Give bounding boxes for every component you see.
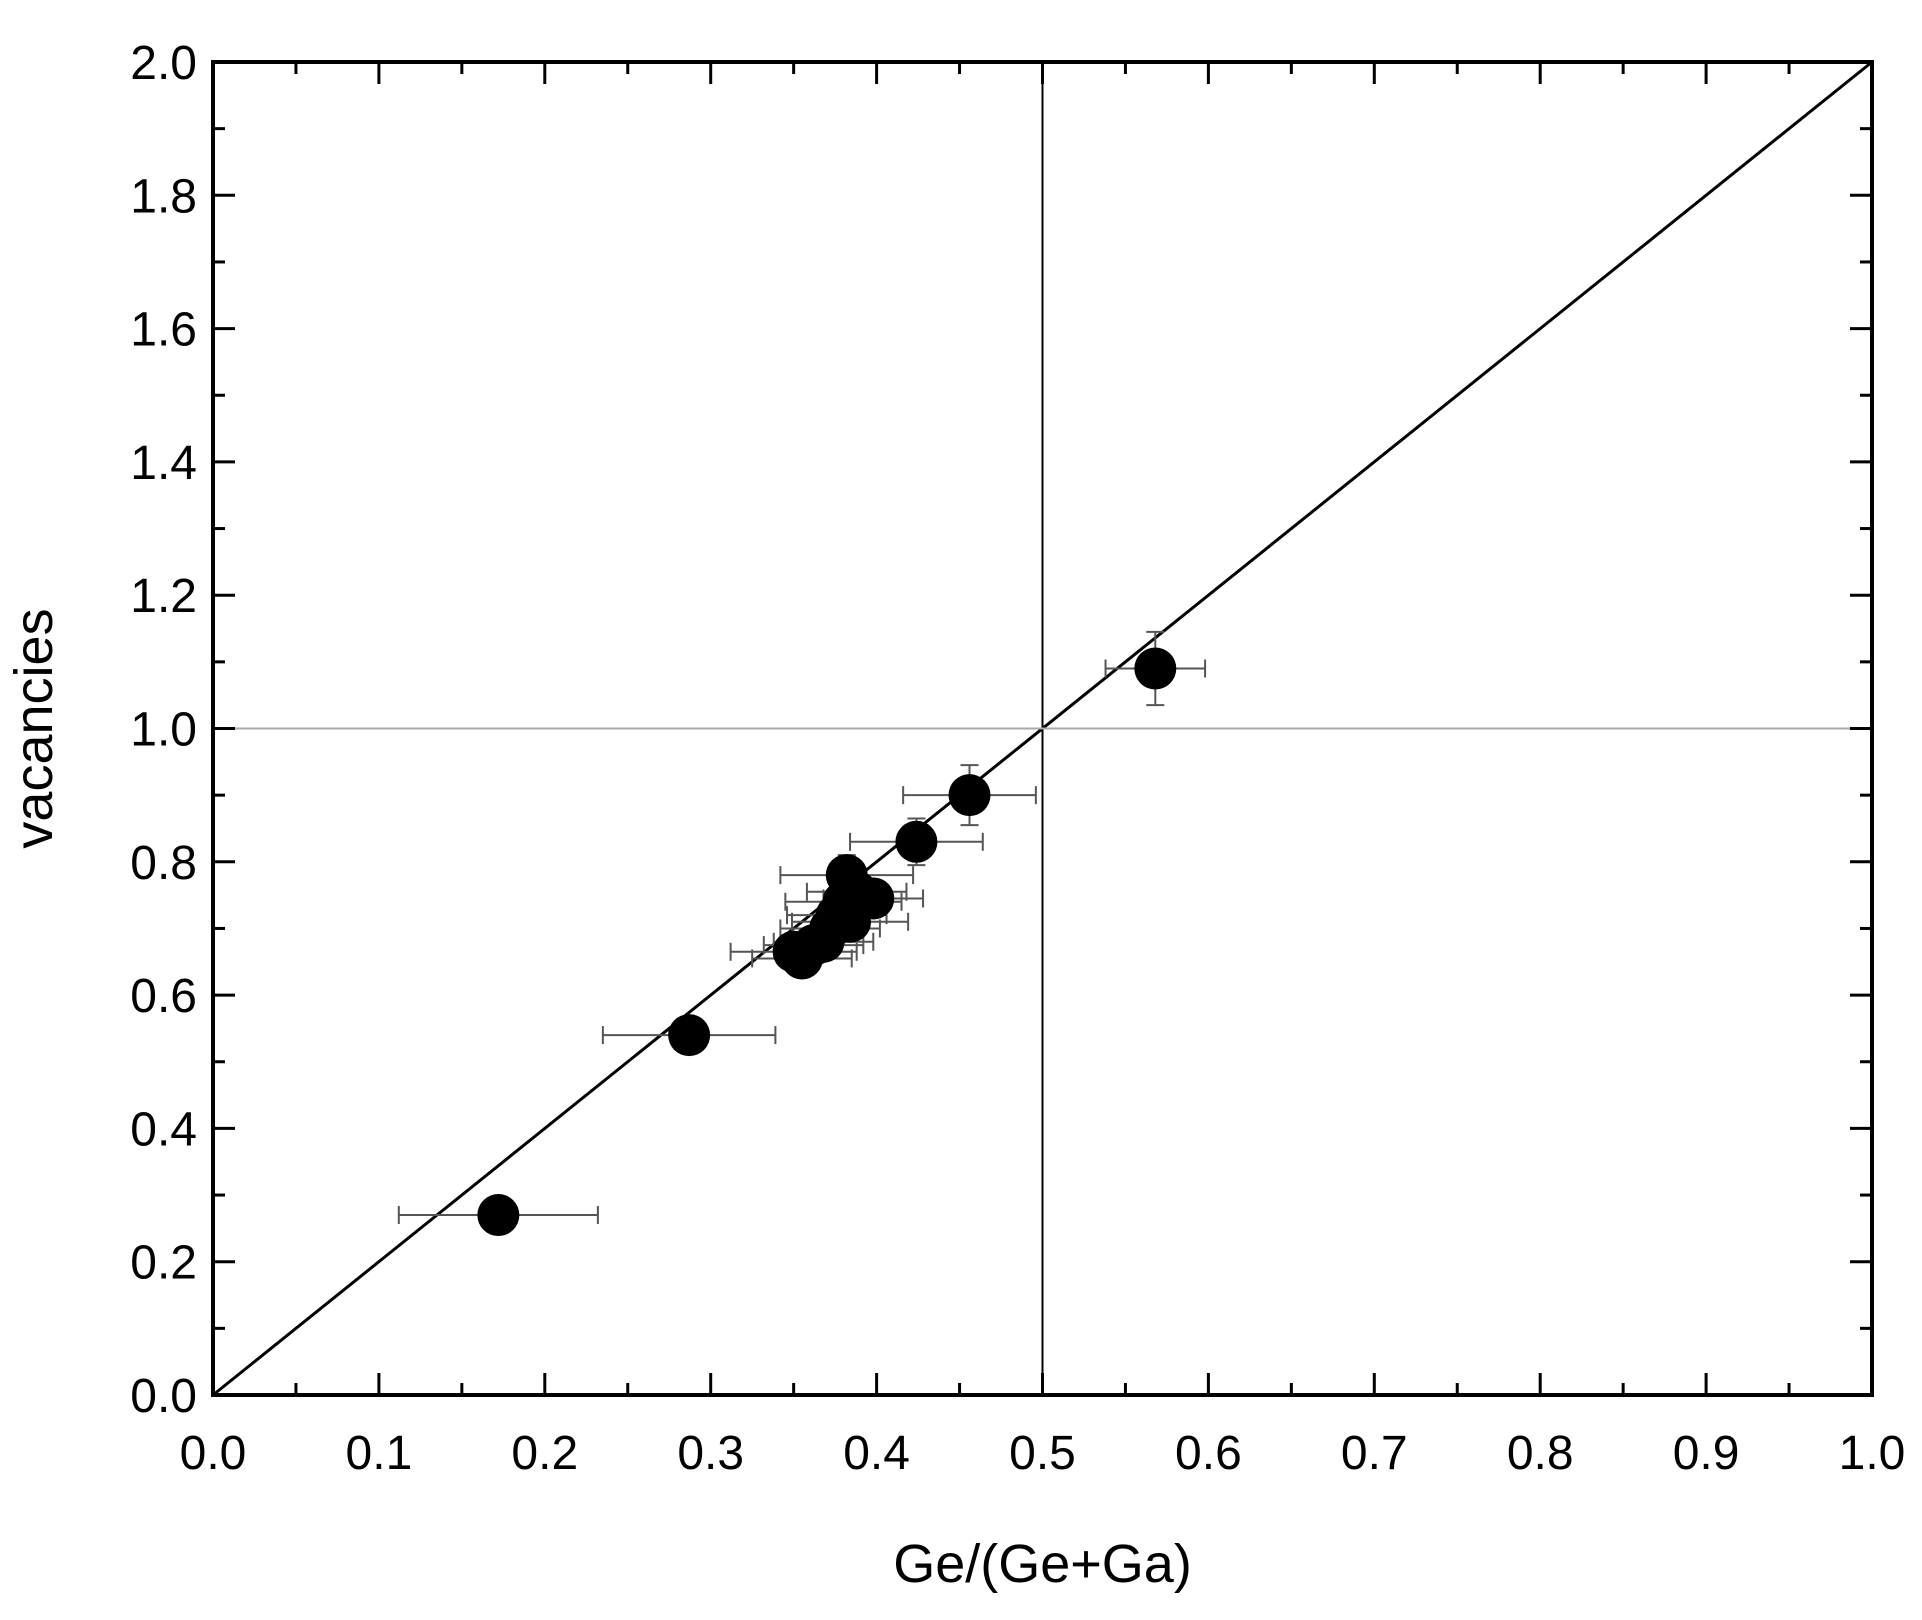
data-point (1134, 647, 1177, 690)
y-tick-label: 1.4 (130, 437, 197, 490)
y-tick-label: 0.0 (130, 1370, 197, 1423)
x-tick-label: 0.4 (843, 1427, 910, 1480)
y-axis: 0.0 0.2 0.4 0.6 0.8 1.0 1.2 1.4 1.6 1.8 2.0 (130, 37, 1872, 1423)
y-tick-label: 0.8 (130, 837, 197, 890)
data-point (895, 820, 938, 863)
reference-lines (212, 60, 1873, 1397)
data-point (852, 877, 895, 920)
x-tick-label: 0.5 (1009, 1427, 1076, 1480)
x-tick-label: 0.9 (1673, 1427, 1740, 1480)
y-tick-label: 1.2 (130, 570, 197, 623)
data-point (668, 1014, 711, 1057)
x-tick-label: 0.8 (1507, 1427, 1574, 1480)
y-tick-label: 0.2 (130, 1237, 197, 1290)
x-tick-label: 0.6 (1175, 1427, 1242, 1480)
x-tick-label: 1.0 (1839, 1427, 1906, 1480)
y-tick-label: 0.4 (130, 1103, 197, 1156)
x-tick-label: 0.7 (1341, 1427, 1408, 1480)
data-points (477, 647, 1177, 1237)
x-axis-title: Ge/(Ge+Ga) (893, 1534, 1192, 1594)
y-tick-label: 1.6 (130, 304, 197, 357)
x-tick-label: 0.3 (677, 1427, 744, 1480)
y-tick-label: 1.0 (130, 704, 197, 757)
y-tick-label: 1.8 (130, 170, 197, 223)
x-tick-label: 0.1 (346, 1427, 413, 1480)
x-tick-label: 0.2 (511, 1427, 578, 1480)
y-tick-label: 0.6 (130, 970, 197, 1023)
x-tick-label: 0.0 (180, 1427, 247, 1480)
data-point (948, 774, 991, 817)
data-point (477, 1194, 520, 1237)
x-axis: 0.0 0.1 0.2 0.3 0.4 0.5 0.6 0.7 0.8 0.9 1.0 (180, 62, 1906, 1480)
y-axis-title: vacancies (4, 608, 64, 848)
y-tick-label: 2.0 (130, 37, 197, 90)
